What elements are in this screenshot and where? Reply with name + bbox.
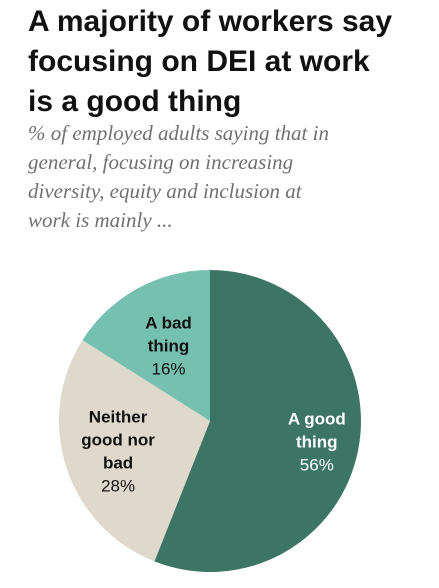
slice-name-line: A good xyxy=(288,409,346,428)
chart-title-line-1: A majority of workers say xyxy=(28,5,393,38)
slice-value-a-good-thing: 56% xyxy=(300,455,334,474)
pie-slice-neither-good-nor-bad xyxy=(59,340,211,562)
slice-name-line: good nor xyxy=(81,430,155,449)
slice-name-line: Neither xyxy=(89,407,148,426)
chart-subtitle: % of employed adults saying that in gener… xyxy=(28,119,428,235)
pie-slice-a-good-thing xyxy=(154,270,361,572)
chart-subtitle-line-3: diversity, equity and inclusion at xyxy=(28,179,302,203)
chart-subtitle-line-2: general, focusing on increasing xyxy=(28,150,294,174)
pie-slice-a-bad-thing xyxy=(82,270,210,421)
slice-label-a-good-thing: A good thing 56% xyxy=(288,409,346,474)
slice-label-neither-good-nor-bad: Neither good nor bad 28% xyxy=(81,407,155,495)
slice-label-a-bad-thing: A bad thing 16% xyxy=(145,314,192,379)
slice-value-neither-good-nor-bad: 28% xyxy=(101,476,135,495)
slice-name-line: thing xyxy=(296,432,338,451)
slice-name-line: bad xyxy=(103,453,133,472)
chart-subtitle-line-1: % of employed adults saying that in xyxy=(28,121,329,145)
chart-title-line-2: focusing on DEI at work xyxy=(28,45,370,78)
slice-value-a-bad-thing: 16% xyxy=(151,360,185,379)
chart-title: A majority of workers say focusing on DEI… xyxy=(28,2,428,122)
chart-title-line-3: is a good thing xyxy=(28,85,242,118)
chart-subtitle-line-4: work is mainly ... xyxy=(28,208,173,232)
slice-name-line: A bad xyxy=(145,314,192,333)
slice-name-line: thing xyxy=(148,337,190,356)
